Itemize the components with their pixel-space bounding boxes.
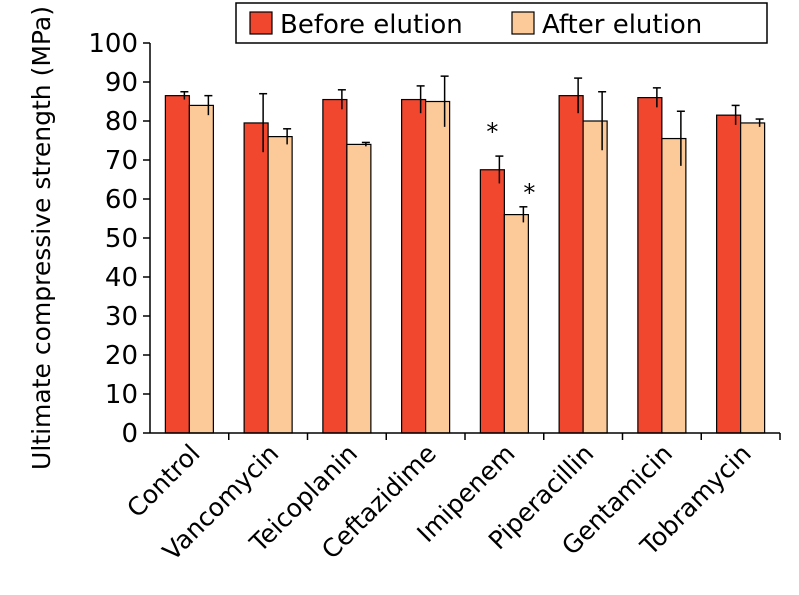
bar-imipenem-after-elution xyxy=(503,214,529,434)
y-tick-label-100: 100 xyxy=(88,29,138,59)
bar-gentamicin-before-elution xyxy=(637,96,663,434)
legend: Before elution After elution xyxy=(235,2,768,44)
legend-swatch-after-elution xyxy=(511,11,535,35)
legend-label-before-elution: Before elution xyxy=(280,10,463,40)
bar-teicoplanin-before-elution xyxy=(322,98,348,434)
y-tick-label-50: 50 xyxy=(105,224,138,254)
annotations-layer: ** xyxy=(486,118,535,207)
legend-label-after-elution: After elution xyxy=(542,10,702,40)
y-ticks-layer: 0 10 20 30 40 50 60 70 80 90 100 xyxy=(88,29,150,449)
bar-tobramycin-before-elution xyxy=(716,114,742,434)
y-tick-label-70: 70 xyxy=(105,146,138,176)
bar-vancomycin-before-elution xyxy=(243,122,269,434)
y-tick-label-10: 10 xyxy=(105,380,138,410)
bar-control-after-elution xyxy=(188,104,214,434)
bar-piperacillin-after-elution xyxy=(582,120,608,434)
x-categories-layer: ControlVancomycinTeicoplaninCeftazidimeI… xyxy=(121,439,757,566)
y-tick-label-20: 20 xyxy=(105,341,138,371)
bar-ceftazidime-after-elution xyxy=(425,100,451,434)
y-tick-label-0: 0 xyxy=(121,419,138,449)
bar-gentamicin-after-elution xyxy=(661,137,687,434)
bar-teicoplanin-after-elution xyxy=(346,143,372,434)
annotation-imipenem-before-elution: * xyxy=(486,118,498,146)
y-axis-label: Ultimate compressive strength (MPa) xyxy=(27,6,56,470)
bar-control-before-elution xyxy=(164,95,190,434)
annotation-imipenem-after-elution: * xyxy=(523,179,535,207)
bar-piperacillin-before-elution xyxy=(558,95,584,434)
error-bars-layer xyxy=(180,75,764,223)
bars-layer xyxy=(164,95,766,434)
bar-imipenem-before-elution xyxy=(479,169,505,434)
legend-box xyxy=(235,2,768,44)
bar-vancomycin-after-elution xyxy=(267,136,293,434)
y-tick-label-60: 60 xyxy=(105,185,138,215)
bar-tobramycin-after-elution xyxy=(740,122,766,434)
legend-swatch-before-elution xyxy=(249,11,273,35)
y-tick-label-80: 80 xyxy=(105,107,138,137)
bar-ceftazidime-before-elution xyxy=(401,98,427,434)
y-tick-label-30: 30 xyxy=(105,302,138,332)
y-tick-label-90: 90 xyxy=(105,68,138,98)
y-tick-label-40: 40 xyxy=(105,263,138,293)
